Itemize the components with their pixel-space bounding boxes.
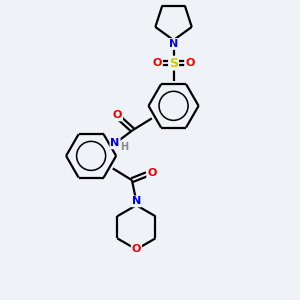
Text: O: O [113,110,122,120]
Text: O: O [147,168,157,178]
Text: N: N [169,39,178,49]
Text: S: S [169,57,178,70]
Text: O: O [153,58,162,68]
Text: H: H [120,142,128,152]
Text: N: N [132,196,141,206]
Text: O: O [185,58,194,68]
Text: O: O [132,244,141,254]
Text: N: N [110,138,120,148]
